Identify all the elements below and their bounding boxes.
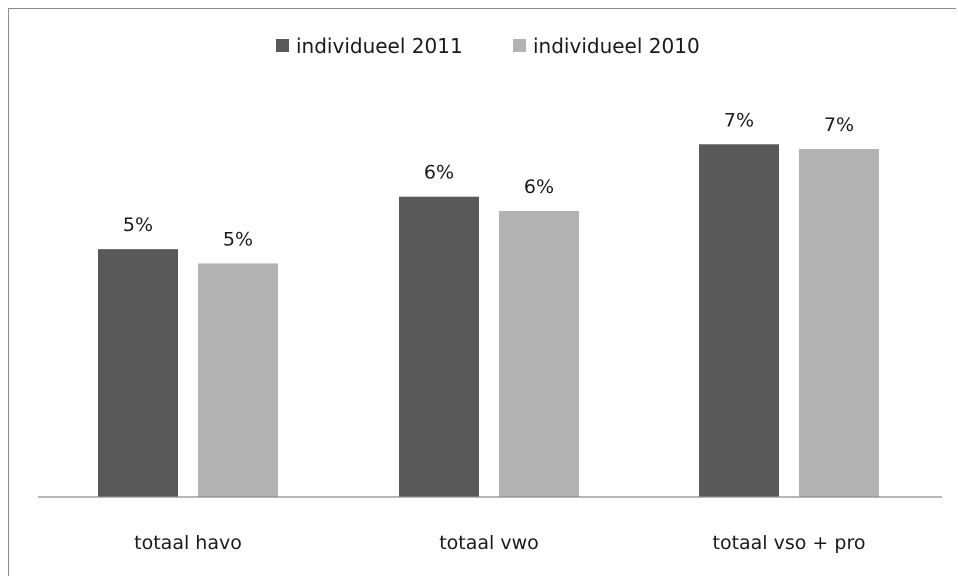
legend: individueel 2011 individueel 2010 (276, 34, 700, 58)
data-label: 5% (123, 214, 153, 236)
category-label: totaal vwo (439, 532, 539, 554)
bar-series2-1 (499, 211, 579, 497)
data-label: 5% (223, 228, 253, 250)
bar-series2-2 (799, 149, 879, 498)
category-label: totaal vso + pro (713, 532, 866, 554)
legend-label: individueel 2011 (296, 34, 463, 58)
legend-label: individueel 2010 (533, 34, 700, 58)
category-labels-group: totaal havo totaal vwo totaal vso + pro (134, 532, 865, 554)
data-label: 7% (724, 109, 754, 131)
bars-group (98, 144, 879, 498)
legend-swatch (513, 39, 526, 52)
data-label: 6% (424, 162, 454, 184)
bar-series1-1 (399, 196, 479, 497)
data-label: 6% (524, 176, 554, 198)
category-label: totaal havo (134, 532, 242, 554)
bar-series1-0 (98, 249, 178, 497)
data-label: 7% (824, 114, 854, 136)
data-labels-group: 5% 5% 6% 6% 7% 7% (123, 109, 854, 250)
bar-series1-2 (699, 144, 779, 497)
bar-series2-0 (198, 263, 278, 497)
legend-swatch (276, 39, 289, 52)
